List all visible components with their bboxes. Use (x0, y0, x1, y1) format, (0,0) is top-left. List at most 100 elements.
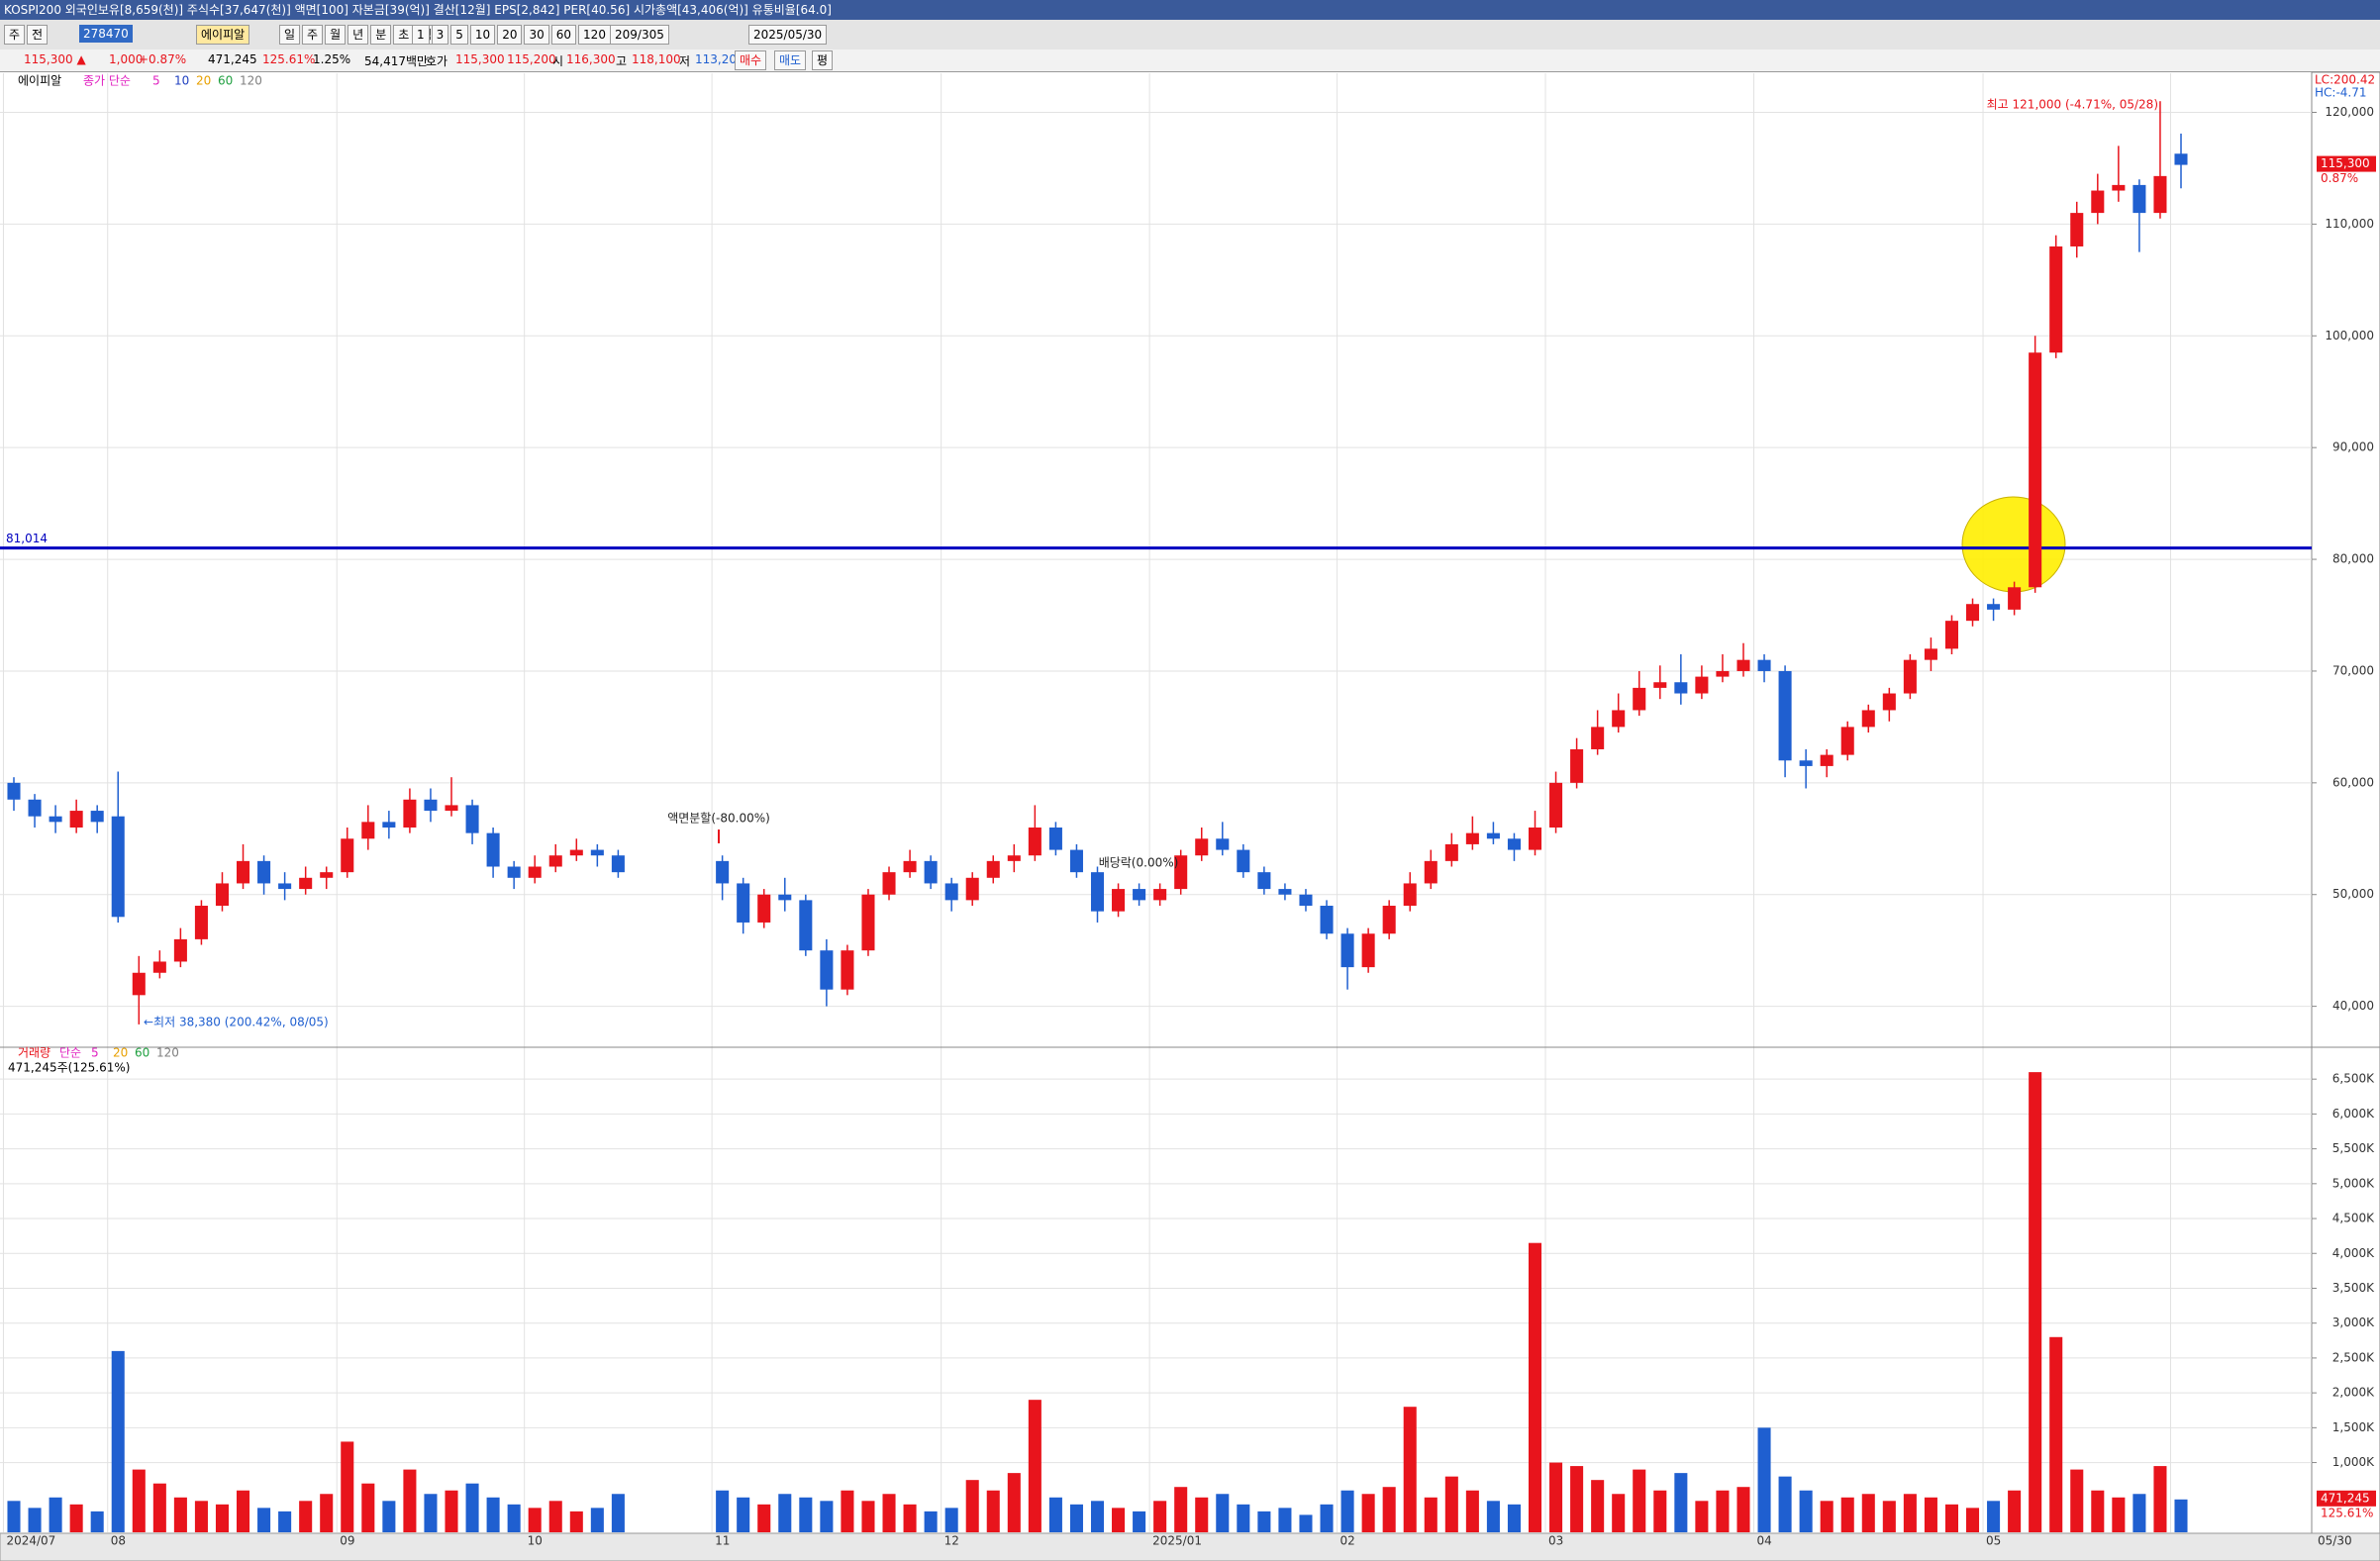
x-tick-label: 04 (1757, 1534, 1772, 1548)
candle-body (2112, 184, 2126, 191)
legend-volume: 거래량 (18, 1046, 50, 1060)
candle-body (611, 855, 625, 873)
volume-rate: 125.61% (262, 52, 316, 66)
x-tick-label: 11 (715, 1534, 730, 1548)
volume-bar (1570, 1466, 1584, 1532)
candle-body (69, 811, 83, 828)
interval-button[interactable]: 5 (450, 25, 468, 45)
volume-bar (1987, 1501, 2001, 1532)
volume-bar (486, 1497, 500, 1532)
tool-button[interactable]: 주 (4, 25, 26, 45)
volume-bar (49, 1497, 62, 1532)
volume-bar (257, 1508, 271, 1532)
candle-body (986, 860, 1000, 878)
volume-tag-rate: 125.61% (2321, 1506, 2373, 1519)
volume-bar (403, 1469, 417, 1532)
volume-bar (778, 1494, 792, 1532)
y-tick-label: 80,000 (2332, 552, 2374, 566)
candle-body (152, 961, 166, 973)
volume-bar (320, 1494, 334, 1532)
volume-bar (424, 1494, 438, 1532)
candle-body (1674, 682, 1688, 694)
candle-body (1299, 894, 1313, 907)
code-input[interactable]: 278470 (79, 25, 133, 43)
volume-bar (1237, 1504, 1250, 1532)
volume-bar (1882, 1501, 1896, 1532)
period-button[interactable]: 년 (347, 25, 369, 45)
candle-body (2153, 175, 2167, 214)
period-button[interactable]: 월 (325, 25, 347, 45)
annotation: 액면분할(-80.00%) (667, 812, 770, 826)
candle-body (944, 883, 958, 901)
volume: 471,245 (208, 52, 257, 66)
interval-button[interactable]: 60 (550, 25, 577, 45)
candle-body (1216, 838, 1230, 850)
volume-bar (1757, 1427, 1771, 1532)
volume-bar (1903, 1494, 1917, 1532)
candle-body (465, 805, 479, 833)
candle-body (173, 938, 187, 962)
candle-body (1695, 676, 1709, 694)
volume-bar (1403, 1407, 1417, 1532)
candle-body (1257, 872, 1271, 890)
candle-body (1112, 889, 1126, 912)
candle-body (1799, 760, 1813, 766)
candle-body (1944, 621, 1958, 649)
avg-button[interactable]: 평 (812, 50, 834, 70)
date[interactable]: 2025/05/30 (748, 25, 828, 45)
candle-body (299, 877, 313, 890)
tool-button[interactable]: 전 (27, 25, 49, 45)
candle-body (1570, 748, 1584, 783)
candle-body (7, 782, 21, 800)
price-tag (2317, 155, 2376, 172)
volume-bar (111, 1350, 125, 1532)
volume-bar (173, 1497, 187, 1532)
volume-bar (1674, 1473, 1688, 1532)
volume-bar (1778, 1476, 1792, 1532)
interval-button[interactable]: 20 (497, 25, 523, 45)
interval-button[interactable]: 120 (578, 25, 611, 45)
volume-bar (1133, 1511, 1146, 1532)
volume-bar (1048, 1497, 1062, 1532)
candle-body (90, 811, 104, 823)
candle-body (2070, 213, 2084, 246)
stock-name[interactable]: 에이피알 (196, 25, 250, 45)
period-button[interactable]: 일 (279, 25, 301, 45)
interval-button[interactable]: 3 (431, 25, 449, 45)
candle-body (1486, 832, 1500, 839)
rate: +0.87% (139, 52, 187, 66)
candle-body (1424, 860, 1438, 884)
candle-body (841, 950, 854, 990)
volume-bar (2174, 1499, 2188, 1532)
candle-body (737, 883, 750, 923)
axis-note: LC:200.42 (2315, 73, 2375, 87)
volume-bar (1299, 1514, 1313, 1532)
volume-bar (2049, 1336, 2063, 1532)
period-button[interactable]: 주 (302, 25, 324, 45)
candle-body (1840, 727, 1854, 755)
legend-period: 5 (152, 74, 160, 88)
candle-body (1465, 832, 1479, 844)
interval-button[interactable]: 30 (524, 25, 549, 45)
candle-body (1549, 782, 1563, 828)
candle-body (1757, 659, 1771, 671)
volume-bar (2029, 1072, 2042, 1532)
volume-bar (528, 1508, 542, 1532)
volume-bar (924, 1511, 938, 1532)
volume-bar (2070, 1469, 2084, 1532)
candle-body (903, 860, 917, 873)
volume-tag-label: 471,245 (2321, 1491, 2370, 1505)
interval-button[interactable]: 1 (412, 25, 430, 45)
volume-bar (1840, 1497, 1854, 1532)
period-button[interactable]: 분 (370, 25, 392, 45)
sell-button[interactable]: 매도 (774, 50, 807, 70)
open: 116,300 (566, 52, 616, 66)
buy-button[interactable]: 매수 (735, 50, 767, 70)
candle-body (1403, 883, 1417, 907)
volume-tick-label: 3,000K (2332, 1316, 2375, 1329)
interval-button[interactable]: 10 (469, 25, 496, 45)
volume-bar (2008, 1490, 2022, 1532)
candle-body (2029, 352, 2042, 588)
